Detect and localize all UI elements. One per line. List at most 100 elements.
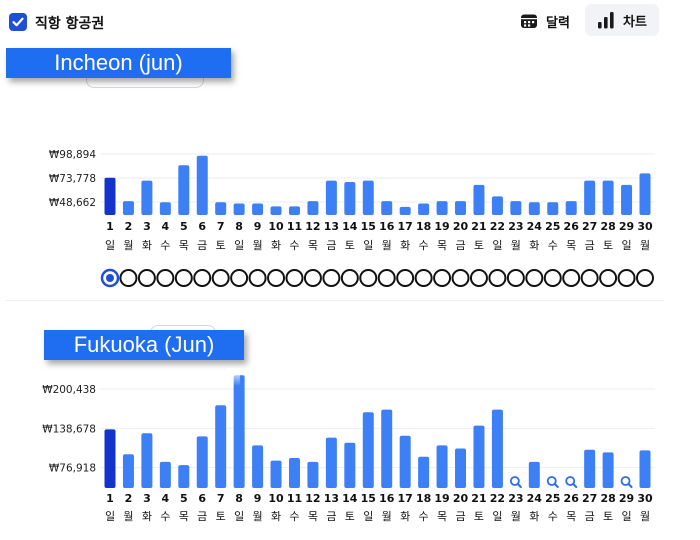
price-bar-day-21[interactable] [473, 184, 485, 215]
price-bar-day-24[interactable] [528, 202, 540, 215]
price-bar-day-15[interactable] [362, 180, 374, 215]
price-bar-day-18[interactable] [418, 203, 430, 215]
date-selector-dot[interactable] [617, 269, 636, 287]
price-bar-day-3[interactable] [141, 180, 153, 215]
date-selector-dot[interactable] [230, 269, 249, 287]
day-number-label: 13 [324, 220, 339, 233]
date-selector-dot[interactable] [119, 269, 138, 287]
price-bar-day-14[interactable] [344, 182, 356, 215]
price-bar-day-7[interactable] [215, 202, 227, 215]
fukuoka-title-banner: Fukuoka (Jun) [44, 330, 244, 360]
price-bar-day-17[interactable] [399, 435, 411, 488]
price-bar-day-16[interactable] [381, 201, 393, 215]
price-bar-day-6[interactable] [196, 436, 208, 488]
date-selector-dot[interactable] [267, 269, 286, 287]
price-bar-day-20[interactable] [455, 448, 467, 488]
search-icon[interactable] [565, 476, 578, 488]
price-bar-day-4[interactable] [159, 202, 171, 215]
date-selector-dot[interactable] [340, 269, 359, 287]
direct-flight-checkbox[interactable] [9, 13, 27, 31]
price-bar-day-21[interactable] [473, 425, 485, 488]
y-tick-label: ₩73,778 [49, 173, 96, 185]
day-number-label: 4 [162, 492, 170, 505]
date-selector-dot[interactable] [396, 269, 415, 287]
price-bar-day-26[interactable] [565, 201, 577, 215]
date-selector-dot[interactable] [488, 269, 507, 287]
date-selector-dot[interactable] [359, 269, 378, 287]
price-bar-day-10[interactable] [270, 460, 282, 488]
date-selector-dot[interactable] [562, 269, 581, 287]
price-bar-day-15[interactable] [362, 412, 374, 488]
price-bar-day-12[interactable] [307, 201, 319, 215]
price-bar-day-1[interactable] [104, 429, 116, 488]
price-bar-day-6[interactable] [196, 155, 208, 215]
price-bar-day-28[interactable] [602, 452, 614, 488]
day-number-label: 2 [125, 220, 133, 233]
date-selector-dot[interactable] [580, 269, 599, 287]
price-bar-day-27[interactable] [584, 449, 596, 488]
price-bar-day-4[interactable] [159, 461, 171, 488]
date-selector-dot[interactable] [506, 269, 525, 287]
date-selector-dot[interactable] [469, 269, 488, 287]
price-bar-day-11[interactable] [288, 458, 300, 488]
date-selector-dot[interactable] [156, 269, 175, 287]
price-bar-day-10[interactable] [270, 206, 282, 215]
date-selector-dot[interactable] [599, 269, 618, 287]
date-selector-dot[interactable] [193, 269, 212, 287]
price-bar-day-29[interactable] [621, 184, 633, 215]
date-selector-dot[interactable] [211, 269, 230, 287]
price-bar-day-18[interactable] [418, 456, 430, 488]
price-bar-day-27[interactable] [584, 180, 596, 215]
price-bar-day-3[interactable] [141, 433, 153, 488]
price-bar-day-25[interactable] [547, 202, 559, 215]
date-selector-dot[interactable] [322, 269, 341, 287]
price-bar-day-23[interactable] [510, 201, 522, 215]
price-bar-day-5[interactable] [178, 465, 190, 488]
price-bar-day-30[interactable] [639, 450, 651, 488]
date-selector-dot[interactable] [414, 269, 433, 287]
price-bar-day-12[interactable] [307, 461, 319, 488]
price-bar-day-2[interactable] [122, 201, 134, 215]
date-selector-dot[interactable] [174, 269, 193, 287]
price-bar-day-30[interactable] [639, 173, 651, 215]
price-bar-day-8[interactable] [233, 203, 245, 215]
price-bar-day-8[interactable] [233, 375, 245, 488]
date-selector-dot[interactable] [543, 269, 562, 287]
date-selector-dot[interactable] [137, 269, 156, 287]
price-bar-day-16[interactable] [381, 409, 393, 488]
date-selector-dot[interactable] [248, 269, 267, 287]
price-bar-day-5[interactable] [178, 165, 190, 215]
price-bar-day-2[interactable] [122, 454, 134, 488]
date-selector-dot[interactable] [451, 269, 470, 287]
price-bar-day-20[interactable] [455, 201, 467, 215]
weekday-label: 금 [455, 239, 465, 252]
date-selector-dot[interactable] [303, 269, 322, 287]
calendar-view-button[interactable]: 달력 [520, 8, 570, 34]
price-bar-day-11[interactable] [288, 206, 300, 215]
search-icon[interactable] [620, 476, 633, 488]
price-bar-day-1[interactable] [104, 177, 116, 215]
date-selector-dot[interactable] [377, 269, 396, 287]
price-bar-day-24[interactable] [528, 461, 540, 488]
date-selector-dot[interactable] [285, 269, 304, 287]
price-bar-day-22[interactable] [491, 196, 503, 215]
date-selector-dot[interactable] [433, 269, 452, 287]
price-bar-day-9[interactable] [252, 203, 264, 215]
search-icon[interactable] [509, 476, 522, 488]
price-bar-day-13[interactable] [325, 180, 337, 215]
date-selector-dot[interactable] [525, 269, 544, 287]
price-bar-day-14[interactable] [344, 442, 356, 488]
price-bar-day-9[interactable] [252, 445, 264, 488]
date-selector-dot[interactable] [636, 269, 654, 287]
search-icon[interactable] [546, 476, 559, 488]
chart-view-button[interactable]: 차트 [585, 4, 659, 36]
search-icon-handle [627, 483, 633, 488]
price-bar-day-19[interactable] [436, 201, 448, 215]
price-bar-day-19[interactable] [436, 445, 448, 488]
price-bar-day-28[interactable] [602, 180, 614, 215]
price-bar-day-7[interactable] [215, 405, 227, 488]
price-bar-day-17[interactable] [399, 206, 411, 215]
price-bar-day-13[interactable] [325, 437, 337, 488]
price-bar-day-22[interactable] [491, 409, 503, 488]
weekday-label: 월 [253, 239, 263, 252]
